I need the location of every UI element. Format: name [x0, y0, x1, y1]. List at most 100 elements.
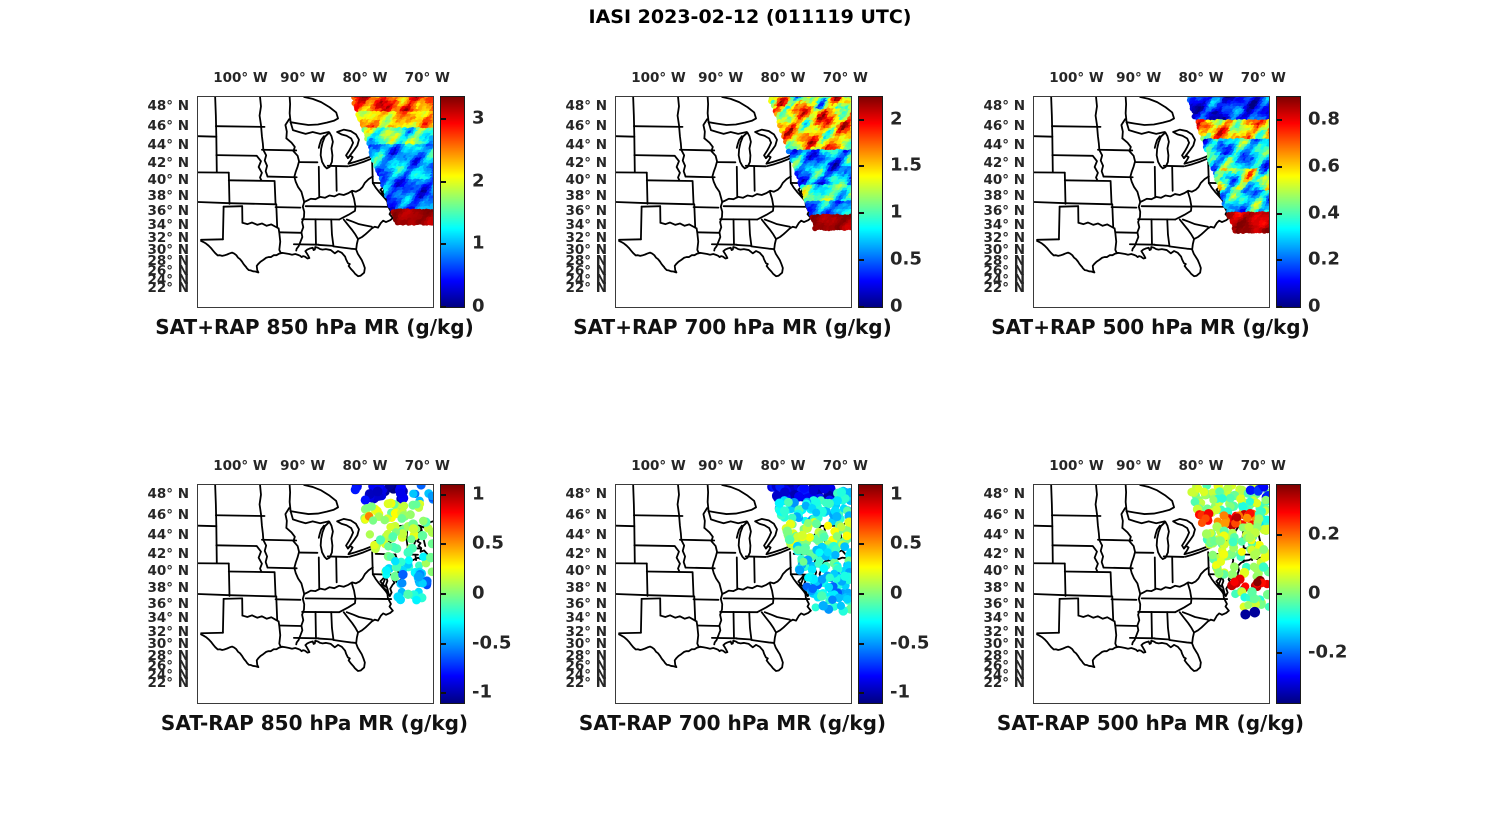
- colorbar-tick-label: 0.5: [472, 532, 504, 554]
- lat-tick-label: 30° N: [983, 636, 1025, 653]
- lat-tick-label: 42° N: [565, 545, 607, 562]
- map-plot-area: [197, 484, 434, 704]
- lat-tick-label: 44° N: [565, 526, 607, 543]
- data-swath-canvas: [1034, 97, 1269, 307]
- map-plot-area: [197, 96, 434, 308]
- colorbar-tick: [859, 259, 864, 262]
- colorbar: [1276, 484, 1301, 704]
- colorbar-gradient: [441, 485, 464, 703]
- colorbar-tick-label: 0.4: [1308, 202, 1340, 224]
- lat-tick-label: 32° N: [983, 623, 1025, 640]
- lat-tick-label: 40° N: [565, 563, 607, 580]
- lat-tick-label: 26° N: [983, 657, 1025, 674]
- colorbar-tick-label: 0: [1308, 295, 1321, 317]
- colorbar-gradient: [441, 97, 464, 307]
- colorbar-tick-label: -0.2: [1308, 641, 1348, 663]
- lon-tick-label: 80° W: [1178, 70, 1224, 86]
- lon-tick-label: 70° W: [822, 70, 868, 86]
- lat-tick-label: 30° N: [147, 242, 189, 259]
- lat-tick-label: 46° N: [565, 117, 607, 134]
- lat-tick-label: 36° N: [983, 595, 1025, 612]
- lat-tick-label: 28° N: [565, 647, 607, 664]
- lon-tick-label: 90° W: [698, 70, 744, 86]
- colorbar-tick-label: 0.5: [890, 532, 922, 554]
- lat-tick-label: 38° N: [565, 579, 607, 596]
- lat-tick-label: 44° N: [983, 136, 1025, 153]
- lat-tick-label: 32° N: [147, 230, 189, 247]
- colorbar-tick: [441, 543, 446, 546]
- lat-tick-label: 44° N: [147, 136, 189, 153]
- lat-tick-label: 42° N: [147, 545, 189, 562]
- lat-tick-label: 42° N: [983, 545, 1025, 562]
- lat-tick-label: 26° N: [147, 657, 189, 674]
- lon-tick-label: 70° W: [1240, 70, 1286, 86]
- colorbar-gradient: [859, 97, 882, 307]
- data-swath-canvas: [198, 485, 433, 703]
- panel-sat-plus-rap-500: 100° W 90° W 80° W 70° W 48° N 46° N 44° N 42° …: [983, 70, 1339, 339]
- lon-tick-label: 90° W: [280, 458, 326, 474]
- colorbar-tick-label: 2: [472, 170, 485, 192]
- colorbar-tick-label: 1: [472, 483, 485, 505]
- lat-tick-label: 46° N: [983, 506, 1025, 523]
- lon-tick-label: 100° W: [1049, 70, 1104, 86]
- lat-tick-label: 40° N: [147, 563, 189, 580]
- colorbar-tick: [859, 165, 864, 168]
- lon-tick-label: 80° W: [342, 70, 388, 86]
- colorbar-tick-label: 1: [890, 201, 903, 223]
- lon-tick-label: 100° W: [1049, 458, 1104, 474]
- map-plot-area: [615, 96, 852, 308]
- panel-title: SAT+RAP 850 hPa MR (g/kg): [155, 315, 474, 339]
- panel-sat-plus-rap-850: 100° W 90° W 80° W 70° W 48° N 46° N 44° N 42° …: [147, 70, 484, 339]
- lat-tick-label: 46° N: [147, 506, 189, 523]
- lat-tick-label: 46° N: [983, 117, 1025, 134]
- colorbar-tick-label: 0.8: [1308, 108, 1340, 130]
- lat-tick-label: 36° N: [983, 203, 1025, 220]
- lat-tick-label: 36° N: [565, 203, 607, 220]
- lat-tick-label: 36° N: [147, 595, 189, 612]
- colorbar: [440, 484, 465, 704]
- lat-tick-label: 38° N: [565, 188, 607, 205]
- lat-tick-label: 38° N: [983, 188, 1025, 205]
- map-plot-area: [1033, 484, 1270, 704]
- colorbar-tick: [859, 212, 864, 215]
- lat-tick-label: 32° N: [147, 623, 189, 640]
- lat-tick-label: 24° N: [983, 667, 1025, 684]
- lat-tick-label: 48° N: [147, 485, 189, 502]
- colorbar-tick-label: 3: [472, 107, 485, 129]
- colorbar-tick: [1277, 534, 1282, 537]
- lat-tick-label: 40° N: [983, 563, 1025, 580]
- lat-tick-label: 22° N: [983, 675, 1025, 692]
- lat-tick-label: 22° N: [147, 280, 189, 297]
- lat-tick-label: 38° N: [983, 579, 1025, 596]
- colorbar-tick: [441, 243, 446, 246]
- lat-tick-label: 38° N: [147, 579, 189, 596]
- lat-tick-label: 26° N: [565, 263, 607, 280]
- lat-tick-label: 32° N: [983, 230, 1025, 247]
- colorbar: [1276, 96, 1301, 308]
- colorbar-tick: [441, 306, 446, 308]
- lon-tick-label: 70° W: [404, 458, 450, 474]
- lat-tick-label: 42° N: [147, 155, 189, 171]
- lat-tick-label: 26° N: [565, 657, 607, 674]
- colorbar-tick-label: 0: [1308, 582, 1321, 604]
- colorbar-tick-label: 0: [472, 582, 485, 604]
- lat-tick-label: 48° N: [147, 97, 189, 114]
- colorbar: [858, 96, 883, 308]
- lon-tick-label: 90° W: [1116, 70, 1162, 86]
- lat-tick-label: 34° N: [983, 610, 1025, 627]
- lon-tick-label: 90° W: [1116, 458, 1162, 474]
- panel-sat-minus-rap-850: 100° W 90° W 80° W 70° W 48° N 46° N 44° N 42° …: [147, 458, 511, 735]
- colorbar-tick-label: 0: [890, 295, 903, 317]
- lat-tick-label: 22° N: [565, 675, 607, 692]
- panel-title: SAT-RAP 500 hPa MR (g/kg): [996, 711, 1305, 735]
- colorbar-tick: [1277, 593, 1282, 595]
- lat-tick-label: 38° N: [147, 188, 189, 205]
- lon-tick-label: 90° W: [698, 458, 744, 474]
- lat-tick-label: 48° N: [983, 97, 1025, 114]
- colorbar-tick: [859, 642, 864, 645]
- lat-tick-label: 48° N: [983, 485, 1025, 502]
- lat-tick-label: 24° N: [147, 667, 189, 684]
- colorbar-tick: [441, 117, 446, 120]
- lat-tick-label: 48° N: [565, 97, 607, 114]
- colorbar-tick-label: 1: [472, 232, 485, 254]
